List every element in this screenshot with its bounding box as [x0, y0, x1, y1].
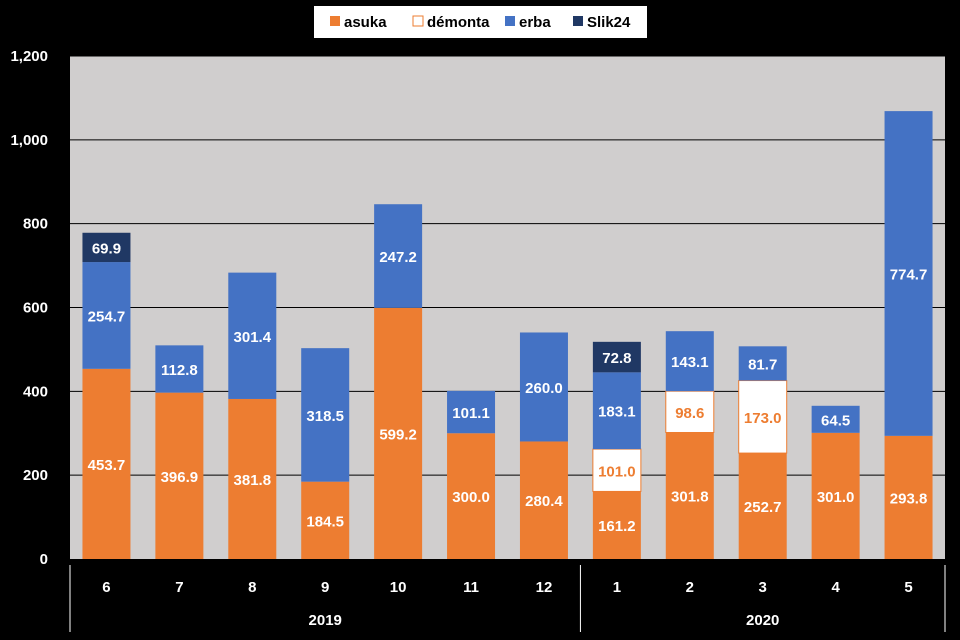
data-label: 101.1 [452, 405, 490, 422]
data-label: 101.0 [598, 463, 636, 480]
data-label: 252.7 [744, 499, 782, 516]
bar-segment-asuka [155, 392, 204, 559]
y-tick-label: 200 [23, 467, 48, 484]
bar-segment-asuka [738, 453, 787, 559]
y-tick-label: 1,000 [10, 132, 48, 149]
data-label: 599.2 [379, 426, 417, 443]
x-tick-label: 4 [831, 579, 840, 596]
data-label: 81.7 [748, 356, 777, 373]
x-tick-label: 6 [102, 579, 110, 596]
data-label: 318.5 [306, 408, 344, 425]
x-tick-label: 3 [759, 579, 767, 596]
data-label: 72.8 [602, 350, 631, 367]
data-label: 396.9 [161, 469, 199, 486]
data-label: 293.8 [890, 490, 928, 507]
bar-segment-asuka [592, 491, 641, 559]
data-label: 381.8 [234, 472, 272, 489]
data-label: 183.1 [598, 404, 636, 421]
x-tick-label: 10 [390, 579, 407, 596]
x-group-label: 2020 [746, 612, 779, 629]
bar-segment-erba [592, 372, 641, 450]
y-tick-label: 600 [23, 300, 48, 317]
data-label: 98.6 [675, 405, 704, 422]
y-tick-label: 400 [23, 383, 48, 400]
data-label: 69.9 [92, 240, 121, 257]
data-label: 254.7 [88, 308, 126, 325]
legend-swatch-Slik24 [573, 16, 583, 26]
data-label: 280.4 [525, 493, 563, 510]
x-tick-label: 5 [904, 579, 912, 596]
bar-segment-erba [82, 262, 131, 369]
y-axis-labels: 0 200 400 600 800 1,000 1,200 [10, 48, 48, 568]
bar-segment-Slik24 [82, 232, 131, 263]
legend: asuka démonta erba Slik24 [314, 6, 647, 38]
bar-segment-erba [374, 204, 423, 308]
bar-segment-erba [301, 348, 350, 482]
x-tick-label: 2 [686, 579, 694, 596]
data-label: 300.0 [452, 489, 490, 506]
bars: 453.7 254.7 69.9 396.9 112.8 381.8 301.4 184.5 3… [82, 111, 933, 559]
legend-label-Slik24: Slik24 [587, 14, 631, 31]
legend-box [314, 6, 647, 38]
legend-label-démonta: démonta [427, 14, 490, 31]
gridlines [70, 55, 945, 476]
data-label: 301.0 [817, 489, 855, 506]
data-label: 301.8 [671, 489, 709, 506]
data-label: 774.7 [890, 266, 928, 283]
data-label: 173.0 [744, 410, 782, 427]
bar-segment-erba [228, 272, 277, 399]
bar-segment-erba [519, 332, 568, 442]
bar-segment-démonta [738, 380, 788, 454]
x-tick-label: 1 [613, 579, 621, 596]
bar-segment-asuka [665, 432, 714, 559]
bar-segment-erba [155, 345, 204, 393]
data-label: 247.2 [379, 249, 417, 266]
legend-swatch-démonta [412, 15, 424, 27]
x-tick-label: 8 [248, 579, 256, 596]
bar-segment-asuka [301, 481, 350, 559]
bar-segment-asuka [228, 398, 277, 559]
bar-segment-asuka [811, 432, 860, 559]
data-label: 112.8 [161, 362, 198, 379]
bar-segment-asuka [884, 435, 933, 559]
data-label: 64.5 [821, 412, 850, 429]
data-label: 260.0 [525, 380, 563, 397]
bar-segment-erba [811, 405, 860, 433]
bar-segment-erba [738, 346, 787, 381]
legend-label-asuka: asuka [344, 14, 387, 31]
data-label: 161.2 [598, 518, 636, 535]
legend-swatch-erba [505, 16, 515, 26]
bar-segment-erba [665, 331, 714, 392]
bar-segment-asuka [447, 433, 496, 559]
legend-label-erba: erba [519, 14, 551, 31]
x-tick-label: 7 [175, 579, 183, 596]
bar-segment-erba [447, 390, 496, 434]
x-group-label: 2019 [309, 612, 342, 629]
bar-segment-démonta [665, 390, 715, 433]
x-tick-label: 12 [536, 579, 553, 596]
bar-segment-asuka [519, 441, 568, 559]
data-label: 184.5 [306, 513, 344, 530]
y-tick-label: 800 [23, 216, 48, 233]
data-label: 453.7 [88, 457, 126, 474]
bar-segment-erba [884, 111, 933, 436]
data-label: 301.4 [234, 329, 272, 346]
x-tick-label: 9 [321, 579, 329, 596]
bar-segment-asuka [374, 307, 423, 559]
data-label: 143.1 [671, 354, 709, 371]
legend-swatch-asuka [330, 16, 340, 26]
x-tick-label: 11 [463, 579, 479, 596]
y-tick-label: 1,200 [10, 48, 48, 65]
bar-segment-Slik24 [592, 341, 641, 373]
bar-segment-asuka [82, 368, 131, 559]
y-tick-label: 0 [40, 551, 48, 568]
